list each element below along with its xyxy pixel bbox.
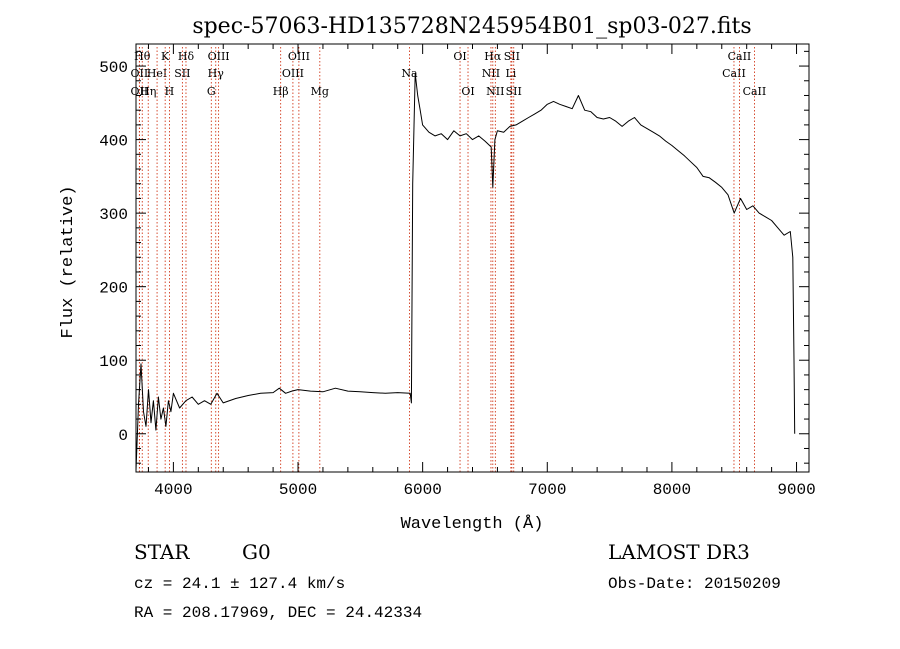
spectral-line-label: OIII bbox=[288, 50, 310, 63]
object-class: STAR bbox=[134, 540, 190, 564]
y-tick-label: 500 bbox=[99, 59, 128, 77]
spectral-line-label: Hα bbox=[484, 50, 502, 63]
spectral-line-label: OI bbox=[453, 50, 466, 63]
y-tick-label: 400 bbox=[99, 133, 128, 151]
spectral-line-label: Hβ bbox=[273, 85, 289, 98]
axis-ticks: 4000 5000 6000 7000 8000 9000 0 100 200 300 400 500 bbox=[99, 44, 816, 499]
x-tick-label: 4000 bbox=[154, 481, 192, 499]
survey-name: LAMOST DR3 bbox=[608, 540, 750, 564]
observation-date: Obs-Date: 20150209 bbox=[608, 575, 781, 593]
y-tick-label: 300 bbox=[99, 206, 128, 224]
spectral-line-label: SII bbox=[506, 85, 522, 98]
spectral-line-label: H bbox=[165, 85, 175, 98]
spectral-line-label: Hγ bbox=[208, 67, 225, 80]
spectral-line-label: OII bbox=[131, 67, 149, 80]
spectral-line-label: Mg bbox=[311, 85, 329, 98]
y-tick-label: 0 bbox=[118, 427, 128, 445]
spectral-line-label: Hδ bbox=[178, 50, 195, 63]
plot-frame bbox=[135, 43, 810, 473]
spectral-line-label: Hθ bbox=[134, 50, 151, 63]
spectrum-series-line bbox=[135, 72, 796, 471]
spectral-line-label: Na bbox=[401, 67, 418, 80]
x-tick-label: 7000 bbox=[528, 481, 566, 499]
spectral-line-label: K bbox=[161, 50, 170, 63]
coordinates: RA = 208.17969, DEC = 24.42334 bbox=[134, 604, 423, 622]
x-tick-label: 9000 bbox=[777, 481, 815, 499]
x-tick-label: 8000 bbox=[653, 481, 691, 499]
redshift-velocity: cz = 24.1 ± 127.4 km/s bbox=[134, 575, 346, 593]
chart-title: spec-57063-HD135728N245954B01_sp03-027.f… bbox=[192, 14, 751, 39]
spectral-line-label: NII bbox=[482, 67, 500, 80]
spectral-line-label: SII bbox=[174, 67, 190, 80]
spectral-line-label: CaII bbox=[722, 67, 746, 80]
spectrum-plot-area bbox=[135, 72, 796, 471]
spectral-line-label: Hη bbox=[140, 85, 156, 98]
spectral-line-label: OII bbox=[131, 85, 149, 98]
x-tick-label: 5000 bbox=[279, 481, 317, 499]
spectral-line-label: OIII bbox=[282, 67, 304, 80]
spectral-line-label: OI bbox=[461, 85, 474, 98]
y-tick-label: 100 bbox=[99, 353, 128, 371]
x-tick-label: 6000 bbox=[403, 481, 441, 499]
y-tick-label: 200 bbox=[99, 280, 128, 298]
spectral-line-label: G bbox=[207, 85, 216, 98]
spectral-line-label: SII bbox=[504, 50, 520, 63]
spectral-line-label: NII bbox=[486, 85, 504, 98]
y-axis-label: Flux (relative) bbox=[59, 185, 78, 338]
object-subclass: G0 bbox=[242, 540, 271, 564]
spectral-line-label: Li bbox=[505, 67, 516, 80]
spectral-line-label: CaII bbox=[743, 85, 767, 98]
spectral-line-label: OIII bbox=[208, 50, 230, 63]
spectral-line-label: HeI bbox=[147, 67, 167, 80]
spectral-line-label: CaII bbox=[728, 50, 752, 63]
x-axis-label: Wavelength (Å) bbox=[401, 515, 544, 534]
